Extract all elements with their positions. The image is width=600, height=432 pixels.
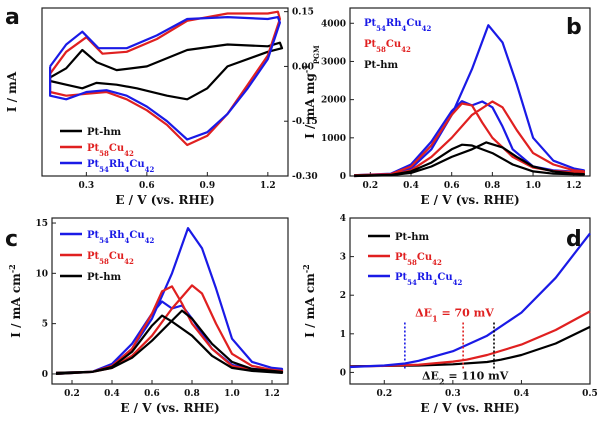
- x-tick-label: 0.4: [514, 389, 530, 399]
- y-axis-label: I / mA: [5, 71, 19, 112]
- legend-label: Pt54Rh4Cu42: [87, 159, 154, 174]
- panel-d: 0.2 0.3 0.4 0.5 0 1 2 3 4 ΔE1 = 70 mV ΔE2 = 110 mV…: [301, 214, 598, 415]
- panel-letter: c: [5, 227, 18, 252]
- y-axis-label: I / mA cm-2: [301, 264, 317, 337]
- y-tick-label: 1000: [321, 134, 346, 144]
- plot-frame: [41, 7, 289, 177]
- legend-label: Pt58Cu42: [87, 251, 134, 266]
- series-line-Pt58Cu42: [354, 100, 585, 178]
- x-tick-label: 0.5: [582, 389, 598, 399]
- delta-e-annotation: ΔE2 = 110 mV: [422, 369, 509, 386]
- x-tick-label: 1.0: [525, 181, 541, 191]
- x-tick-label: 0.4: [104, 389, 120, 399]
- legend-label: Pt54Rh4Cu42: [87, 230, 154, 245]
- legend-label: Pt-hm: [364, 60, 399, 71]
- x-tick-label: 0.8: [485, 181, 501, 191]
- x-tick-label: 0.3: [445, 389, 461, 399]
- legend-label: Pt58Cu42: [364, 39, 411, 54]
- legend-label: Pt58Cu42: [395, 252, 442, 267]
- x-tick-label: 1.2: [566, 181, 582, 191]
- x-axis-label: E / V (vs. RHE): [120, 401, 219, 415]
- series-line-Pt-hm: [354, 141, 585, 178]
- y-tick-label: 3: [340, 253, 346, 263]
- x-tick-label: 0.9: [200, 181, 216, 191]
- panel-a: 0.3 0.6 0.9 1.2 0.15 0.00 -0.15 -0.30 Pt-hm Pt58C…: [5, 5, 318, 207]
- x-tick-label: 0.8: [184, 389, 200, 399]
- legend-label: Pt54Rh4Cu42: [364, 18, 431, 33]
- panel-letter: b: [566, 15, 582, 40]
- series-line-Pt-hm: [49, 41, 284, 101]
- y-tick-label: 4000: [321, 19, 346, 29]
- x-tick-label: 0.6: [444, 181, 460, 191]
- plot-frame: [349, 7, 591, 177]
- y-tick-label: 1: [340, 330, 346, 340]
- y-tick-label: 2: [340, 291, 346, 301]
- y-tick-label: 0: [340, 172, 346, 182]
- plot-frame: [349, 217, 591, 385]
- legend-label: Pt-hm: [395, 232, 430, 243]
- panel-letter: a: [5, 5, 20, 30]
- delta-e-annotation: ΔE1 = 70 mV: [415, 306, 494, 323]
- series-line-Pt54Rh4Cu42: [49, 16, 281, 141]
- y-tick-label: 3000: [321, 57, 346, 67]
- series-line-Pt54Rh4Cu42: [55, 227, 284, 375]
- plot-frame: [51, 217, 289, 385]
- legend-label: Pt58Cu42: [87, 143, 134, 158]
- y-tick-label: 15: [35, 219, 48, 229]
- panel-letter: d: [566, 227, 582, 252]
- y-tick-label: 0: [340, 368, 346, 378]
- y-axis-label: I / mA mg-1PGM: [301, 45, 321, 139]
- series-line-Pt58Cu42: [49, 10, 281, 147]
- y-tick-label: 0.15: [292, 8, 314, 18]
- y-tick-label: -0.15: [292, 117, 318, 127]
- x-axis-label: E / V (vs. RHE): [420, 401, 519, 415]
- y-tick-label: 0: [42, 370, 48, 380]
- series-line-Pt58Cu42: [55, 284, 284, 375]
- y-tick-label: 4: [340, 214, 346, 224]
- panel-b: 0.2 0.4 0.6 0.8 1.0 1.2 0 1000 2000 3000 4000 Pt54R…: [301, 7, 591, 207]
- x-tick-label: 0.2: [376, 389, 392, 399]
- series-line-Pt58Cu42: [349, 310, 591, 368]
- x-tick-label: 0.4: [403, 181, 419, 191]
- series-line-Pt-hm: [349, 325, 591, 368]
- x-tick-label: 0.6: [139, 181, 155, 191]
- x-tick-label: 0.6: [144, 389, 160, 399]
- y-tick-label: 10: [35, 269, 48, 279]
- x-tick-label: 0.3: [79, 181, 95, 191]
- y-axis-label: I / mA cm-2: [7, 264, 23, 337]
- x-axis-label: E / V (vs. RHE): [420, 193, 519, 207]
- y-tick-label: 2000: [321, 96, 346, 106]
- y-tick-label: 0.00: [292, 62, 314, 72]
- x-tick-label: 0.2: [363, 181, 379, 191]
- legend-label: Pt-hm: [87, 127, 122, 138]
- series-line-Pt-hm: [55, 309, 284, 375]
- x-tick-label: 1.0: [224, 389, 240, 399]
- x-tick-label: 1.2: [264, 389, 280, 399]
- x-tick-label: 0.2: [64, 389, 80, 399]
- legend-label: Pt54Rh4Cu42: [395, 272, 462, 287]
- y-tick-label: -0.30: [292, 172, 318, 182]
- x-axis-label: E / V (vs. RHE): [115, 193, 214, 207]
- series-line-Pt54Rh4Cu42: [349, 232, 591, 369]
- panel-c: 0.2 0.4 0.6 0.8 1.0 1.2 0 5 10 15 Pt54Rh4Cu42 Pt58C…: [5, 217, 289, 415]
- legend-label: Pt-hm: [87, 272, 122, 283]
- y-tick-label: 5: [42, 320, 48, 330]
- x-tick-label: 1.2: [260, 181, 276, 191]
